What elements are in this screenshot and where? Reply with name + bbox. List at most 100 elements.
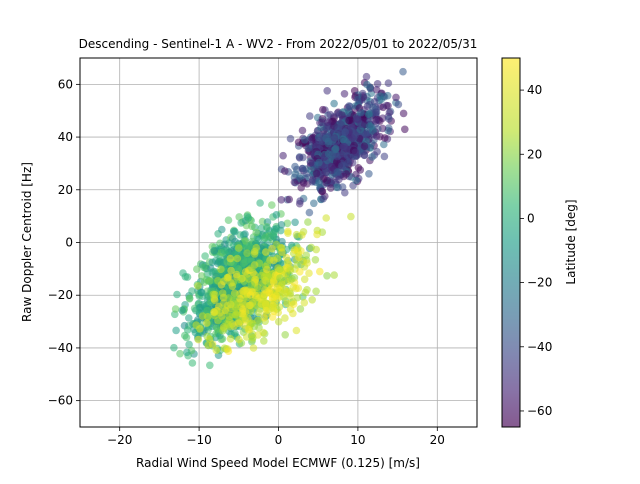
scatter-point [360,151,369,160]
scatter-point [299,153,307,162]
scatter-point [170,343,178,352]
scatter-point [290,178,299,187]
scatter-point [345,102,353,110]
scatter-point [338,161,346,170]
scatter-point [330,134,339,142]
scatter-point [279,151,287,160]
scatter-point [385,115,393,123]
scatter-point [261,276,270,285]
scatter-point [263,224,271,232]
scatter-point [246,301,255,309]
scatter-point [178,306,186,315]
scatter-point [205,277,214,285]
scatter-point [285,195,294,204]
scatter-point [220,247,229,255]
scatter-point [303,286,311,294]
scatter-point [239,259,248,268]
scatter-point [330,99,338,108]
scatter-point [357,109,366,117]
scatter-point [311,255,320,264]
scatter-point [276,274,284,282]
scatter-point [291,162,299,171]
scatter-point [322,214,331,222]
scatter-point [308,178,317,186]
scatter-point [319,105,327,114]
scatter-point [312,287,320,296]
scatter-point [206,361,214,370]
scatter-point [188,359,197,367]
scatter-point [205,335,214,343]
scatter-point [210,308,219,317]
scatter-point [341,188,349,197]
scatter-point [210,246,219,255]
scatter-point [261,262,270,271]
x-tick-label: 0 [275,433,283,447]
scatter-point [273,284,282,293]
scatter-point [372,132,381,140]
scatter-point [239,231,248,239]
scatter-point [221,240,229,249]
scatter-point [307,243,316,252]
scatter-point [241,268,250,276]
scatter-point [334,125,343,133]
scatter-point [176,349,184,358]
y-tick-label: −60 [48,394,73,408]
scatter-point [371,117,380,125]
scatter-point [268,201,276,209]
y-axis-label: Raw Doppler Centroid [Hz] [20,162,34,322]
scatter-point [294,138,303,147]
scatter-point [260,314,268,322]
scatter-point [248,222,256,231]
scatter-point [333,167,342,176]
scatter-point [330,271,339,279]
scatter-point [308,296,317,304]
scatter-point [247,280,256,289]
colorbar-tick-label: −60 [527,404,552,418]
scatter-point [322,168,330,177]
scatter-point [230,291,238,300]
scatter-point [192,306,200,315]
scatter-point [262,300,270,309]
scatter-point [273,295,282,303]
scatter-point [345,116,353,125]
x-tick-label: −10 [186,433,211,447]
scatter-point [323,87,332,95]
scatter-point [208,258,217,267]
scatter-point [239,305,247,313]
scatter-point [224,294,233,302]
scatter-point [281,167,289,175]
scatter-point [259,328,268,337]
scatter-point [307,166,315,174]
scatter-point [316,267,324,276]
scatter-point [313,230,321,239]
scatter-point [192,321,200,329]
scatter-point [288,275,296,283]
scatter-point [277,196,286,204]
scatter-points [170,67,409,370]
colorbar-label: Latitude [deg] [564,199,578,284]
scatter-point [319,194,328,203]
colorbar-frame [501,57,521,428]
scatter-point [291,218,299,227]
scatter-point [299,228,308,236]
scatter-point [235,213,243,221]
scatter-point [172,326,180,335]
scatter-point [261,286,269,294]
scatter-point [198,288,206,297]
scatter-point [270,256,278,265]
scatter-point [232,270,241,279]
scatter-point [237,219,245,227]
scatter-point [352,170,360,179]
scatter-point [252,228,260,237]
scatter-point [225,316,233,324]
scatter-point [286,265,294,273]
scatter-point [171,305,180,313]
scatter-point [372,108,381,116]
scatter-point [394,100,403,109]
scatter-point [401,125,409,134]
scatter-point [226,300,235,309]
scatter-point [364,110,373,119]
scatter-point [183,326,192,334]
